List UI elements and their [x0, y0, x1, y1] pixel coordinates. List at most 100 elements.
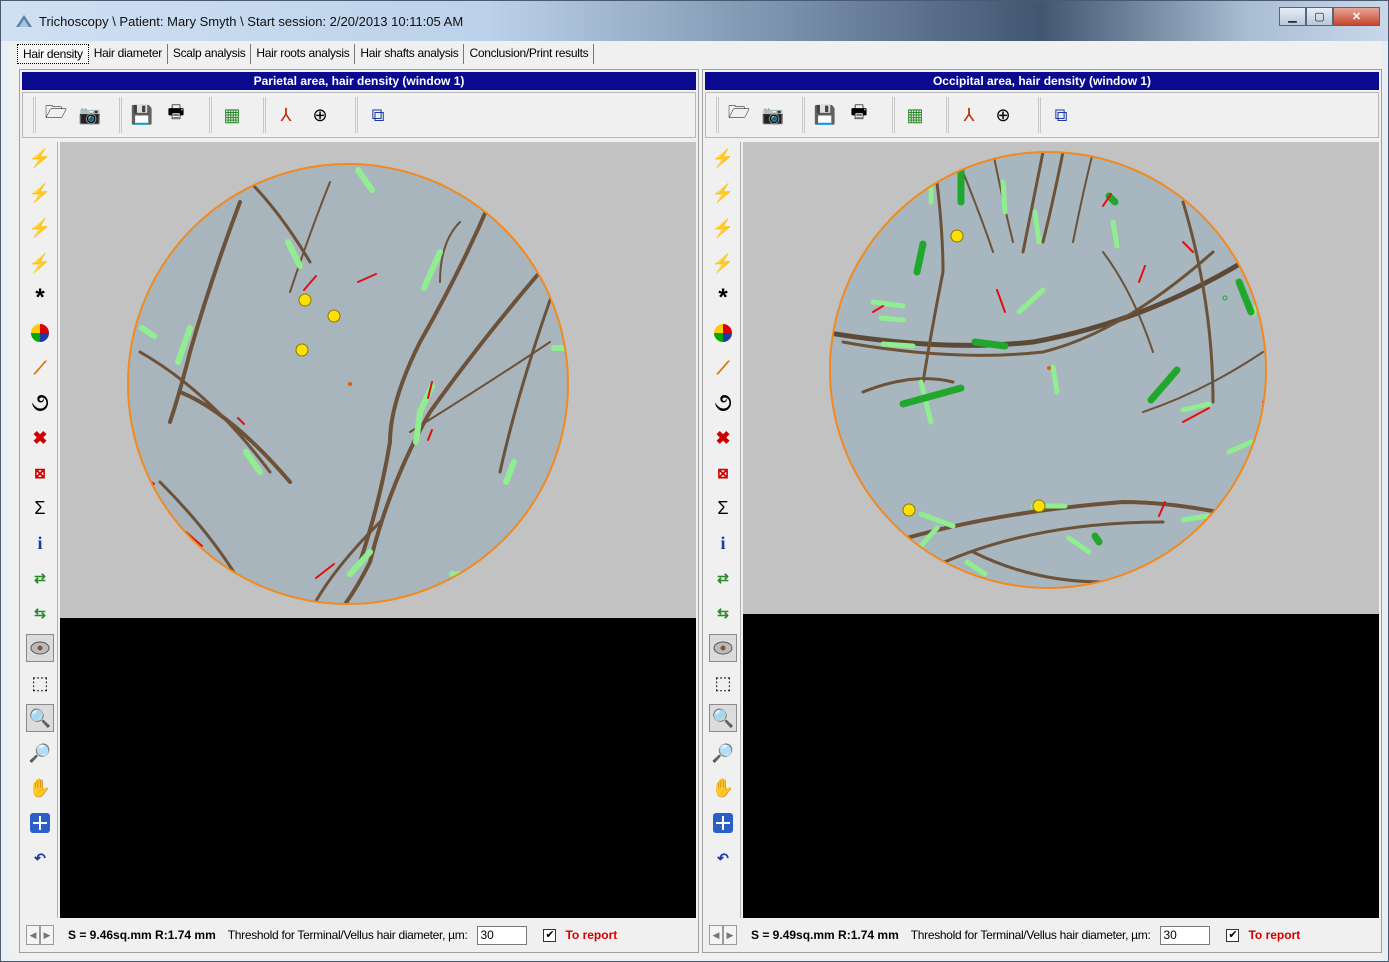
- grid-icon[interactable]: ▦: [906, 104, 924, 125]
- client-area: Hair density Hair diameter Scalp analysi…: [9, 41, 1382, 959]
- color-wheel-icon[interactable]: [709, 319, 737, 347]
- zoom-icon[interactable]: 🔍: [26, 704, 54, 732]
- curl-icon[interactable]: ૭: [713, 387, 733, 417]
- fit-window-icon[interactable]: [26, 809, 54, 837]
- open-folder-icon[interactable]: 🗁: [44, 102, 68, 122]
- tab-hair-density[interactable]: Hair density: [17, 44, 89, 64]
- hand-icon[interactable]: ✋: [711, 777, 735, 798]
- maximize-button[interactable]: ▢: [1306, 7, 1333, 26]
- tab-hair-diameter[interactable]: Hair diameter: [89, 44, 168, 64]
- panel-toolbar: 🗁 📷 💾 🖶 ▦ ⅄ ⊕ ⧉: [22, 92, 696, 138]
- to-report-checkbox[interactable]: ✔: [543, 928, 557, 942]
- asterisk-icon[interactable]: *: [718, 284, 728, 311]
- maximize-icon: ▢: [1314, 11, 1325, 23]
- select-rect-icon[interactable]: ⬚: [714, 672, 732, 693]
- magic-wand-red-icon[interactable]: ⚡: [711, 147, 735, 168]
- ruler-icon[interactable]: ⟋: [33, 357, 47, 378]
- pan-zoom-icon[interactable]: 🔎: [28, 742, 52, 763]
- sum-icon[interactable]: Σ: [717, 497, 729, 518]
- hand-icon[interactable]: ✋: [28, 777, 52, 798]
- camera-icon[interactable]: 📷: [761, 104, 785, 125]
- delete-icon[interactable]: ✖: [715, 427, 731, 448]
- threshold-label: Threshold for Terminal/Vellus hair diame…: [227, 928, 468, 942]
- prev-arrow-icon[interactable]: ◀: [26, 925, 40, 945]
- asterisk-icon[interactable]: *: [35, 284, 45, 311]
- info-icon[interactable]: i: [37, 532, 43, 553]
- magic-wand-yellow-icon[interactable]: ⚡: [711, 182, 735, 203]
- camera-icon[interactable]: 📷: [78, 104, 102, 125]
- area-readout: S = 9.46sq.mm R:1.74 mm: [68, 928, 216, 942]
- delete-selection-icon[interactable]: ⊠: [34, 464, 46, 481]
- sum-icon[interactable]: Σ: [34, 497, 46, 518]
- magic-wand-yellow-icon[interactable]: ⚡: [28, 182, 52, 203]
- occipital-panel: Occipital area, hair density (window 1) …: [702, 69, 1382, 953]
- pan-zoom-icon[interactable]: 🔎: [711, 742, 735, 763]
- window-stack-icon[interactable]: ⧉: [371, 104, 385, 125]
- crosshair-icon[interactable]: ⊕: [312, 104, 328, 125]
- next-arrow-icon[interactable]: ▶: [723, 925, 737, 945]
- ruler-icon[interactable]: ⟋: [716, 357, 730, 378]
- grid-icon[interactable]: ▦: [223, 104, 241, 125]
- window-stack-icon[interactable]: ⧉: [1054, 104, 1068, 125]
- info-icon[interactable]: i: [720, 532, 726, 553]
- magic-wand-green-icon[interactable]: ⚡: [711, 217, 735, 238]
- window-title: Trichoscopy \ Patient: Mary Smyth \ Star…: [39, 14, 464, 29]
- parietal-panel: Parietal area, hair density (window 1) 🗁…: [19, 69, 699, 953]
- image-view[interactable]: [743, 142, 1379, 918]
- minimize-icon: ▁: [1288, 11, 1297, 23]
- delete-selection-icon[interactable]: ⊠: [717, 464, 729, 481]
- text-tool-icon[interactable]: ⅄: [280, 104, 292, 125]
- panel-title: Parietal area, hair density (window 1): [22, 72, 696, 90]
- threshold-input[interactable]: 30: [477, 925, 528, 945]
- fit-window-icon[interactable]: [709, 809, 737, 837]
- undo-icon[interactable]: ↶: [34, 849, 46, 866]
- swap-left-icon[interactable]: ⇆: [717, 604, 729, 621]
- side-toolbar: ⚡ ⚡ ⚡ ⚡ * ⟋ ૭ ✖ ⊠ Σ i ⇄ ⇆ ⬚ 🔍 🔎 ✋ ↶: [705, 142, 741, 918]
- delete-icon[interactable]: ✖: [32, 427, 48, 448]
- undo-icon[interactable]: ↶: [717, 849, 729, 866]
- dermoscopy-image[interactable]: [60, 142, 696, 618]
- curl-icon[interactable]: ૭: [30, 387, 50, 417]
- close-button[interactable]: ✕: [1333, 7, 1380, 26]
- open-folder-icon[interactable]: 🗁: [727, 102, 751, 122]
- eye-oval-icon[interactable]: [26, 634, 54, 662]
- print-icon[interactable]: 🖶: [167, 102, 185, 122]
- image-view[interactable]: [60, 142, 696, 918]
- zoom-icon[interactable]: 🔍: [709, 704, 737, 732]
- magic-wand-red-icon[interactable]: ⚡: [28, 147, 52, 168]
- eye-oval-icon[interactable]: [709, 634, 737, 662]
- threshold-input[interactable]: 30: [1160, 925, 1211, 945]
- area-readout: S = 9.49sq.mm R:1.74 mm: [751, 928, 899, 942]
- select-rect-icon[interactable]: ⬚: [31, 672, 49, 693]
- panel-title: Occipital area, hair density (window 1): [705, 72, 1379, 90]
- save-icon[interactable]: 💾: [130, 104, 154, 125]
- side-toolbar: ⚡ ⚡ ⚡ ⚡ * ⟋ ૭ ✖ ⊠ Σ i ⇄ ⇆ ⬚ 🔍 🔎 ✋ ↶: [22, 142, 58, 918]
- magic-wand-green-icon[interactable]: ⚡: [28, 217, 52, 238]
- tab-hair-shafts-analysis[interactable]: Hair shafts analysis: [355, 44, 465, 64]
- next-arrow-icon[interactable]: ▶: [40, 925, 54, 945]
- to-report-label[interactable]: To report: [1248, 928, 1301, 942]
- color-wheel-icon[interactable]: [26, 319, 54, 347]
- crosshair-icon[interactable]: ⊕: [995, 104, 1011, 125]
- swap-left-icon[interactable]: ⇆: [34, 604, 46, 621]
- minimize-button[interactable]: ▁: [1279, 7, 1306, 26]
- to-report-checkbox[interactable]: ✔: [1226, 928, 1240, 942]
- magic-wand-white-icon[interactable]: ⚡: [711, 252, 735, 273]
- tab-hair-roots-analysis[interactable]: Hair roots analysis: [251, 44, 356, 64]
- prev-arrow-icon[interactable]: ◀: [709, 925, 723, 945]
- print-icon[interactable]: 🖶: [850, 102, 868, 122]
- to-report-label[interactable]: To report: [565, 928, 618, 942]
- save-icon[interactable]: 💾: [813, 104, 837, 125]
- status-bar: ◀ ▶ S = 9.49sq.mm R:1.74 mm Threshold for…: [705, 920, 1379, 950]
- threshold-label: Threshold for Terminal/Vellus hair diame…: [910, 928, 1151, 942]
- tab-scalp-analysis[interactable]: Scalp analysis: [168, 44, 252, 64]
- text-tool-icon[interactable]: ⅄: [963, 104, 975, 125]
- swap-right-icon[interactable]: ⇄: [717, 569, 729, 586]
- magic-wand-white-icon[interactable]: ⚡: [28, 252, 52, 273]
- title-bar[interactable]: Trichoscopy \ Patient: Mary Smyth \ Star…: [1, 1, 1388, 41]
- tab-conclusion-print[interactable]: Conclusion/Print results: [464, 44, 595, 64]
- dermoscopy-image[interactable]: [743, 142, 1379, 614]
- swap-right-icon[interactable]: ⇄: [34, 569, 46, 586]
- tab-strip: Hair density Hair diameter Scalp analysi…: [17, 44, 595, 64]
